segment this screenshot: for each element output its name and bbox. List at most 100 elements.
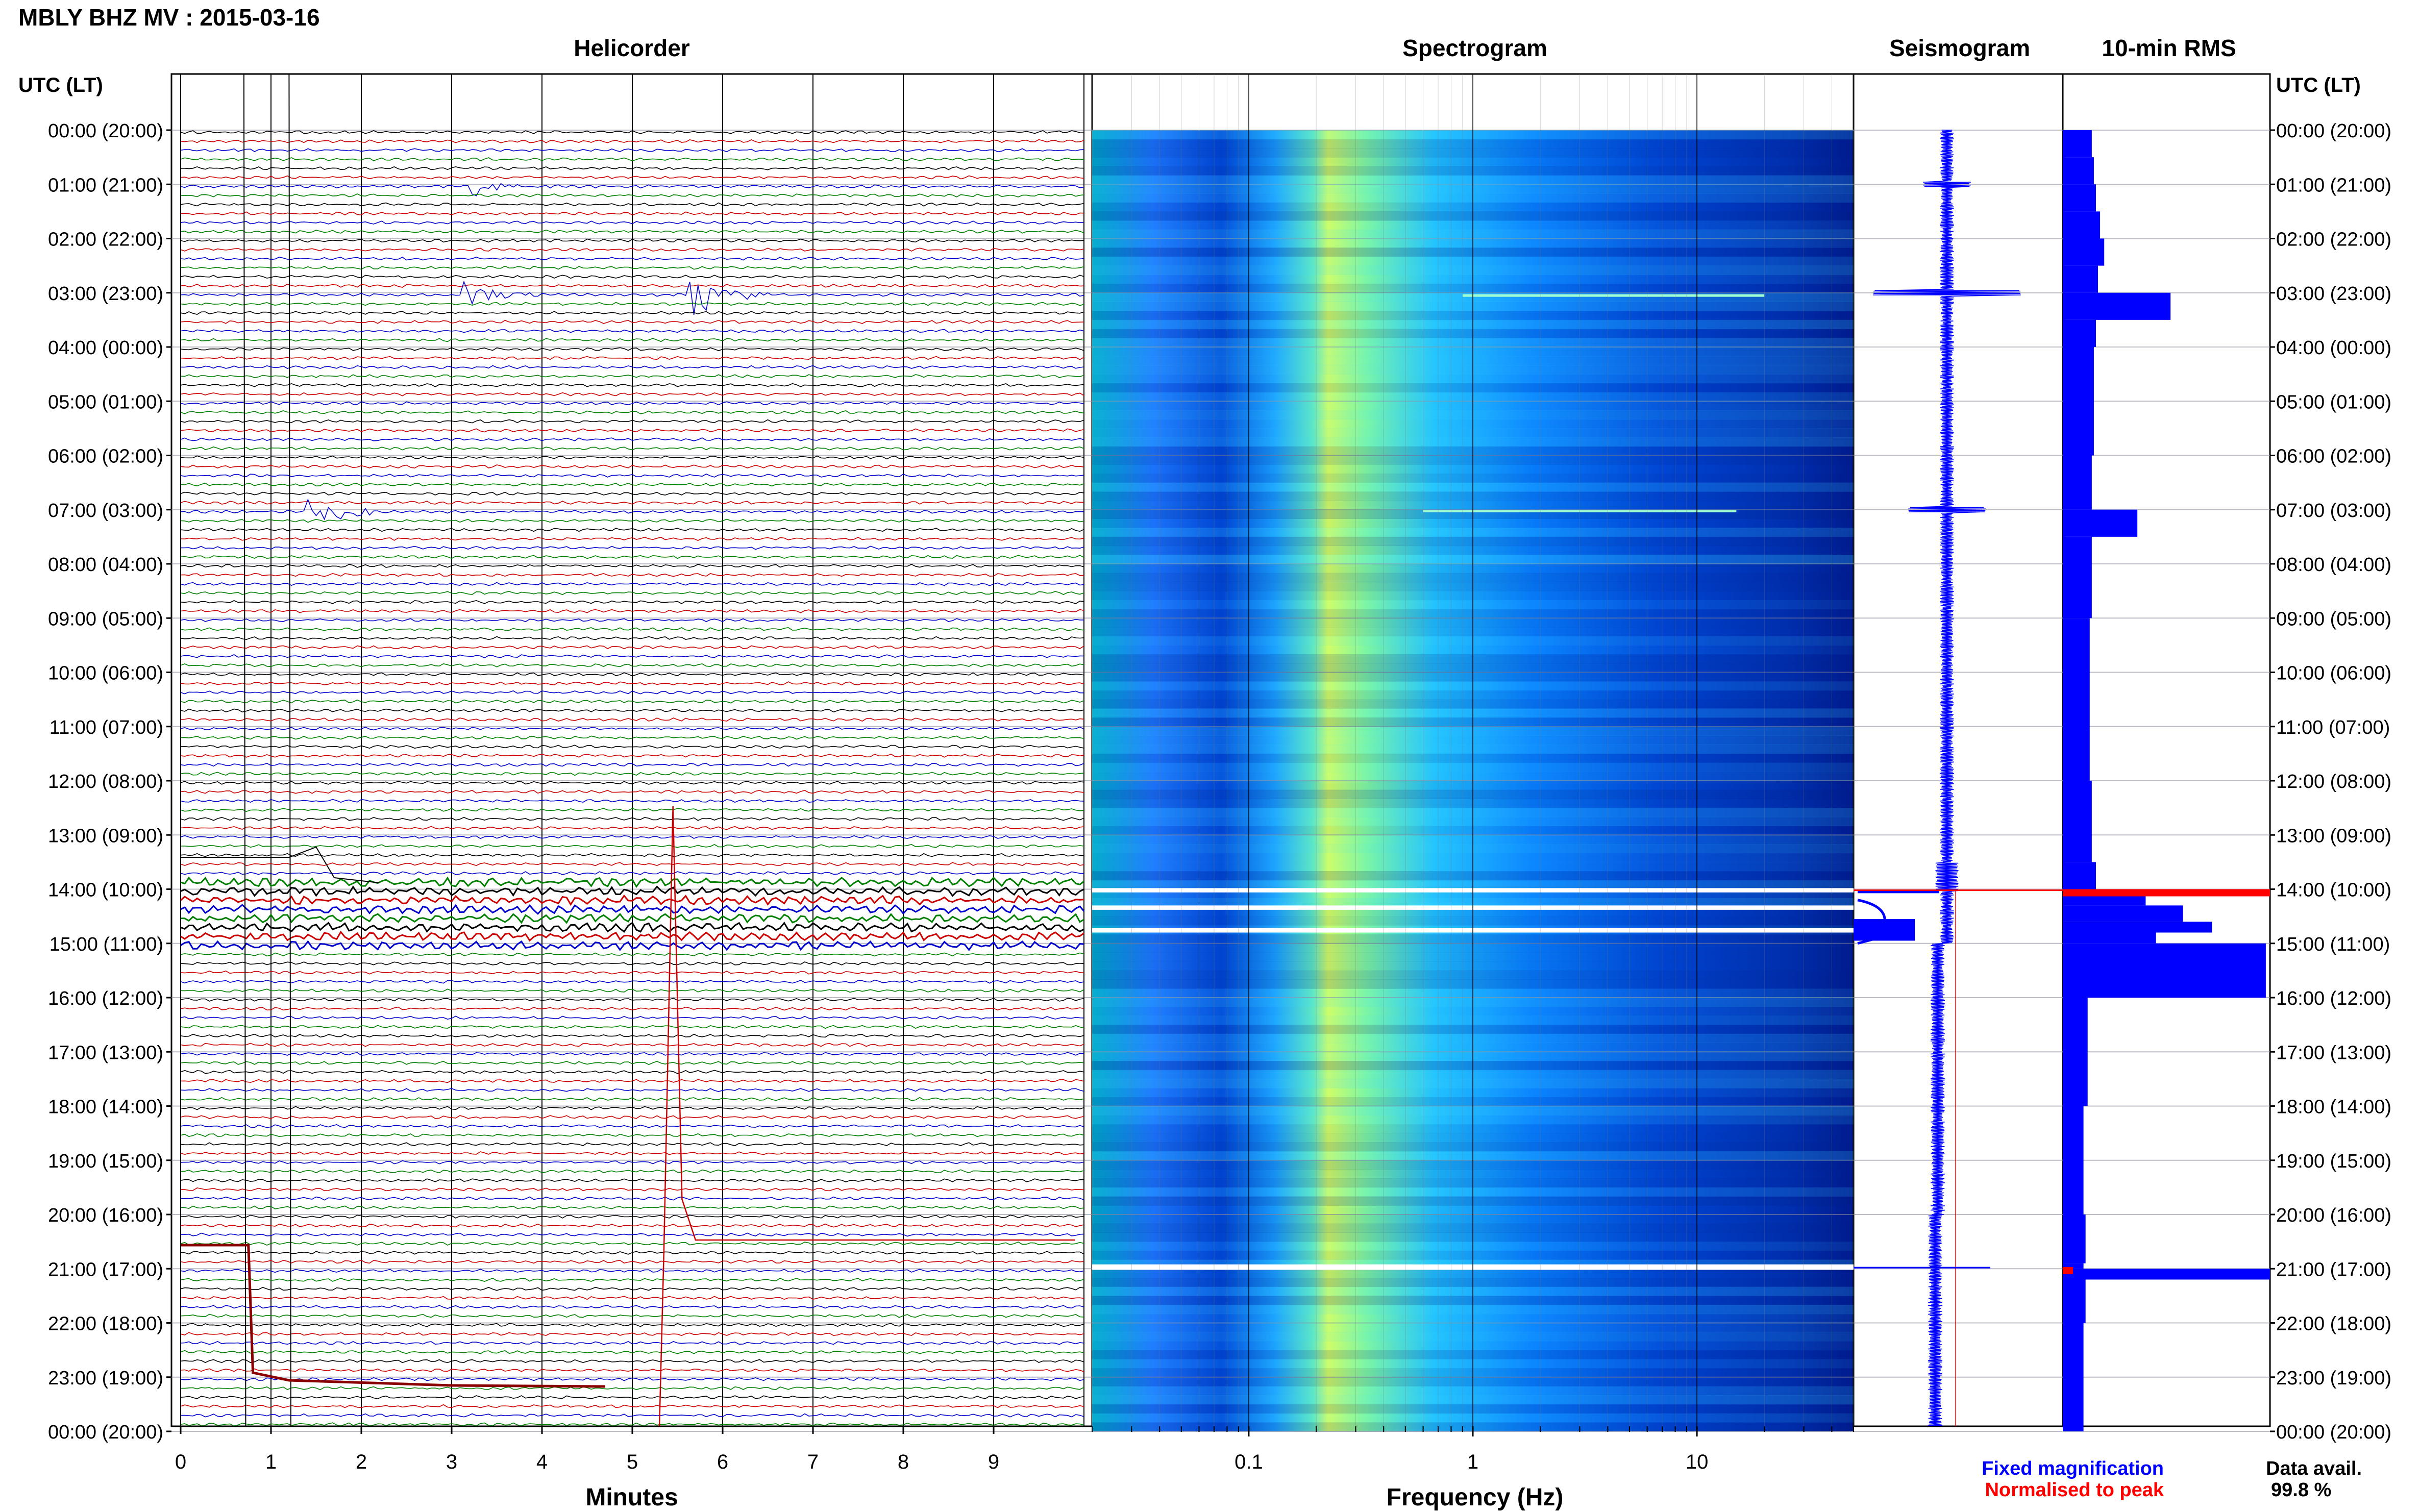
time-label-left: 03:00 (23:00) bbox=[48, 283, 163, 305]
helicorder-trace bbox=[180, 1025, 1084, 1029]
helicorder-trace bbox=[180, 280, 1084, 315]
helicorder-trace bbox=[180, 930, 1084, 942]
time-label-left: 21:00 (17:00) bbox=[48, 1259, 163, 1280]
helicorder-trace bbox=[180, 1178, 1084, 1182]
helicorder-trace bbox=[180, 717, 1084, 722]
helicorder-trace bbox=[180, 1332, 1084, 1336]
time-label-right: 18:00 (14:00) bbox=[2276, 1097, 2391, 1118]
rms-peak-marker bbox=[2063, 889, 2270, 897]
rms-bar bbox=[2063, 319, 2096, 347]
helicorder-x-tick-label: 2 bbox=[356, 1451, 367, 1473]
time-label-right: 09:00 (05:00) bbox=[2276, 608, 2391, 630]
helicorder-trace bbox=[180, 970, 1084, 975]
helicorder-trace bbox=[180, 329, 1084, 333]
helicorder-trace bbox=[180, 546, 1084, 550]
helicorder-trace bbox=[180, 636, 1084, 640]
time-label-left: 17:00 (13:00) bbox=[48, 1042, 163, 1063]
helicorder-trace bbox=[180, 708, 1084, 713]
helicorder-trace bbox=[180, 1160, 1084, 1164]
helicorder-trace bbox=[180, 1205, 1084, 1210]
helicorder-trace bbox=[181, 844, 1084, 848]
time-axis-title-left: UTC (LT) bbox=[18, 74, 103, 96]
helicorder-trace bbox=[180, 401, 1084, 406]
helicorder-trace bbox=[180, 1187, 1084, 1192]
helicorder-trace bbox=[180, 528, 1084, 532]
helicorder-trace bbox=[180, 988, 1084, 993]
helicorder-trace bbox=[180, 175, 1084, 180]
helicorder-trace bbox=[180, 392, 1084, 396]
rms-bar bbox=[2063, 130, 2092, 158]
rms-bar bbox=[2063, 618, 2090, 781]
helicorder-trace bbox=[180, 410, 1084, 414]
rms-title: 10-min RMS bbox=[2102, 35, 2236, 61]
helicorder-trace bbox=[180, 1313, 1084, 1318]
helicorder-trace bbox=[180, 1404, 1084, 1408]
rms-bar bbox=[2063, 862, 2096, 889]
data-availability-label: Data avail. bbox=[2266, 1458, 2362, 1479]
helicorder-trace bbox=[180, 1079, 1084, 1083]
helicorder-trace bbox=[180, 1350, 1084, 1354]
rms-bar bbox=[2063, 781, 2092, 862]
helicorder-trace bbox=[180, 826, 1084, 830]
helicorder-trace bbox=[180, 894, 1084, 906]
helicorder-trace bbox=[180, 735, 1084, 740]
rms-bar bbox=[2063, 1323, 2084, 1431]
helicorder-trace bbox=[180, 229, 1084, 234]
rms-bar bbox=[2063, 922, 2212, 933]
helicorder-trace bbox=[180, 853, 1084, 857]
helicorder-trace bbox=[180, 482, 1084, 487]
helicorder-trace bbox=[180, 319, 1084, 324]
spectrogram-x-tick-label: 0.1 bbox=[1235, 1451, 1263, 1473]
helicorder-x-tick-label: 9 bbox=[988, 1451, 999, 1473]
helicorder-trace bbox=[180, 1088, 1084, 1093]
helicorder-trace bbox=[180, 940, 1084, 952]
helicorder-trace bbox=[180, 275, 1084, 279]
helicorder-trace bbox=[180, 772, 1084, 776]
rms-bar bbox=[2063, 455, 2092, 510]
rms-bar bbox=[2063, 265, 2099, 293]
helicorder-trace bbox=[180, 789, 1084, 794]
time-label-left: 01:00 (21:00) bbox=[48, 175, 163, 196]
time-axis-title-right: UTC (LT) bbox=[2276, 74, 2361, 96]
helicorder-trace bbox=[180, 1386, 1084, 1391]
rms-bar bbox=[2063, 238, 2105, 266]
helicorder-trace bbox=[180, 573, 1084, 577]
helicorder-trace bbox=[180, 627, 1084, 631]
time-label-left: 22:00 (18:00) bbox=[48, 1313, 163, 1335]
helicorder-trace bbox=[180, 1341, 1084, 1345]
helicorder-trace bbox=[180, 1377, 1084, 1381]
time-label-right: 00:00 (20:00) bbox=[2276, 120, 2391, 142]
rms-bar bbox=[2063, 998, 2088, 1106]
spectrogram-x-tick-label: 1 bbox=[1467, 1451, 1478, 1473]
helicorder-trace bbox=[180, 498, 1084, 520]
helicorder-trace bbox=[180, 799, 1084, 803]
helicorder-trace bbox=[180, 835, 1084, 839]
helicorder-trace bbox=[180, 762, 1084, 767]
helicorder-trace bbox=[180, 1269, 1084, 1273]
helicorder-trace bbox=[180, 419, 1084, 424]
time-label-left: 09:00 (05:00) bbox=[48, 608, 163, 630]
helicorder-trace bbox=[180, 563, 1084, 568]
time-label-left: 12:00 (08:00) bbox=[48, 771, 163, 792]
helicorder-trace bbox=[180, 781, 1084, 785]
helicorder-trace bbox=[180, 1259, 1084, 1264]
helicorder-trace bbox=[180, 1323, 1084, 1327]
helicorder-trace bbox=[180, 1097, 1084, 1101]
helicorder-trace bbox=[180, 1242, 1084, 1246]
helicorder-trace bbox=[180, 202, 1084, 207]
rms-bar bbox=[2063, 211, 2101, 239]
seismogram-disturbance bbox=[1854, 919, 1915, 941]
rms-bar bbox=[2063, 1269, 2270, 1280]
helicorder-trace bbox=[180, 1223, 1084, 1228]
helicorder-trace bbox=[180, 1015, 1084, 1020]
helicorder-trace bbox=[180, 193, 1084, 197]
time-label-right: 02:00 (22:00) bbox=[2276, 229, 2391, 251]
time-label-left: 15:00 (11:00) bbox=[50, 934, 163, 955]
helicorder-trace bbox=[180, 437, 1084, 441]
data-availability-value: 99.8 % bbox=[2271, 1479, 2331, 1501]
helicorder-trace bbox=[180, 338, 1084, 342]
helicorder-trace bbox=[180, 491, 1084, 496]
helicorder-trace bbox=[180, 555, 1084, 559]
helicorder-trace bbox=[180, 256, 1084, 261]
time-label-right: 08:00 (04:00) bbox=[2276, 554, 2391, 576]
